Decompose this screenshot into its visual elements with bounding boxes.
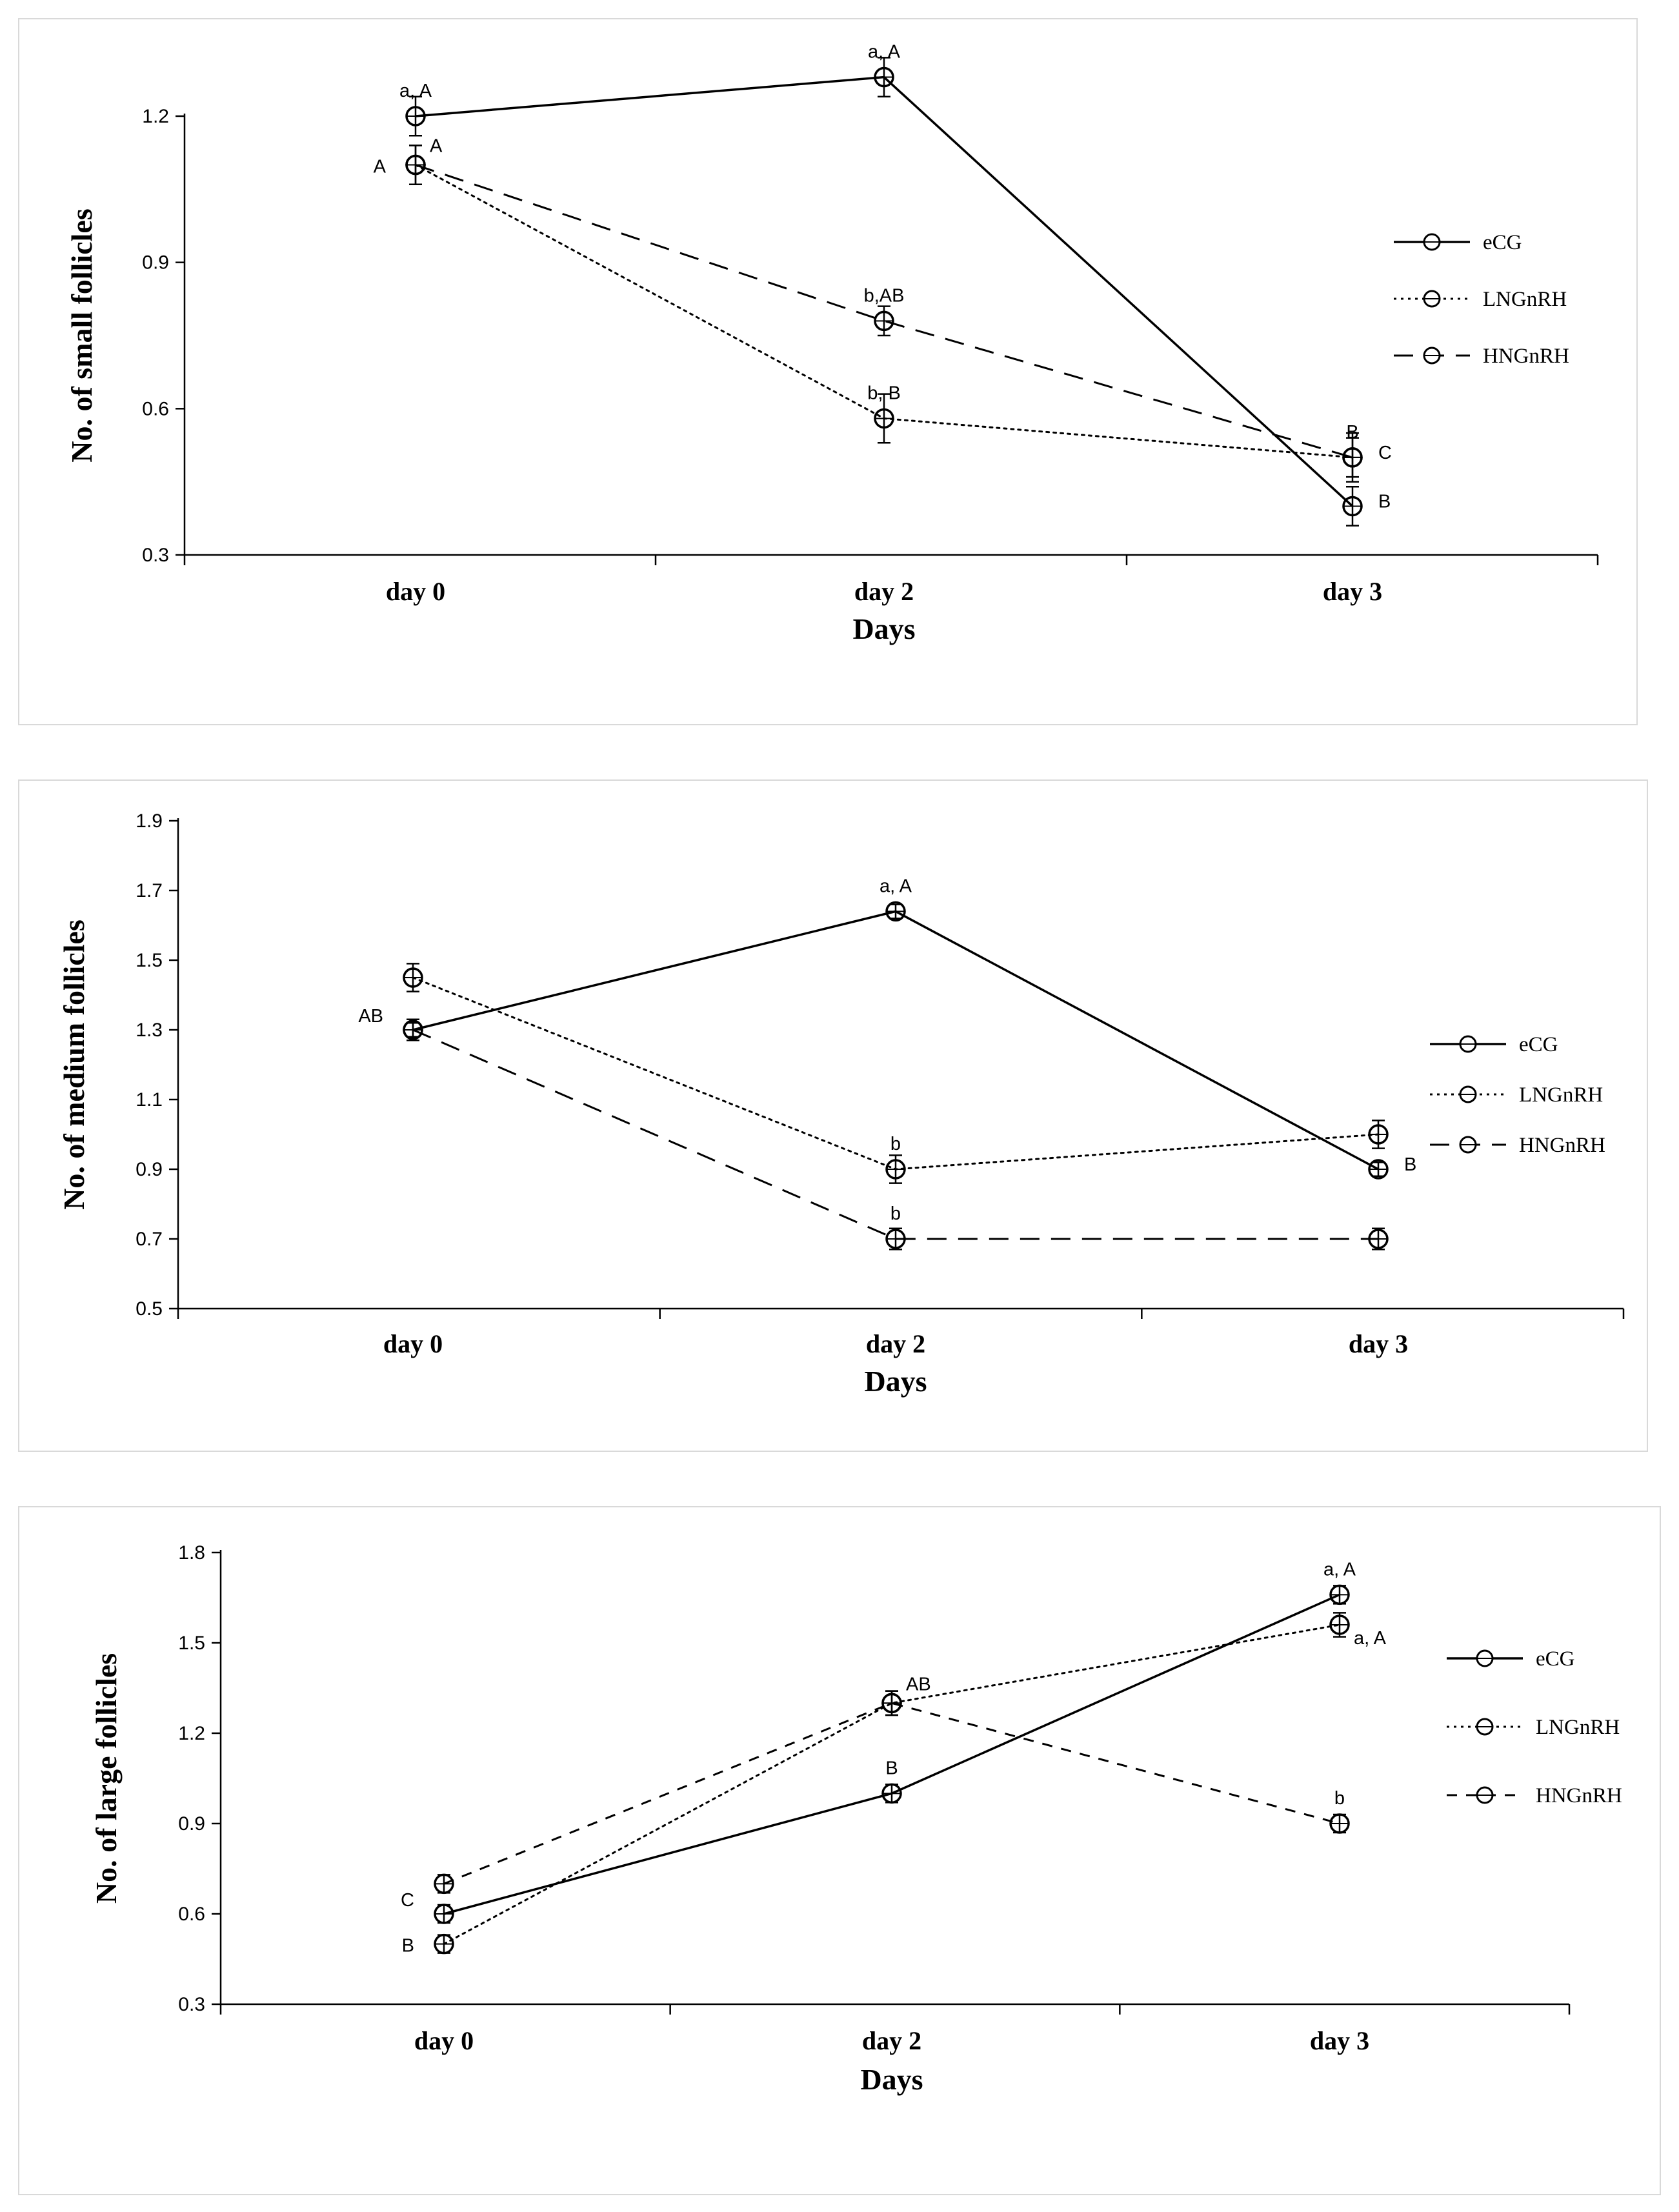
y-tick-label: 0.9: [178, 1813, 205, 1835]
data-label: B: [1378, 491, 1391, 512]
x-axis-title: Days: [864, 1365, 927, 1398]
legend-label-lngnrh: LNGnRH: [1519, 1083, 1603, 1107]
data-label: C: [401, 1890, 414, 1911]
x-tick-label-day-3: day 3: [1323, 577, 1382, 606]
series-line-lngnrh: [443, 1624, 1341, 1946]
legend-label-hngnrh: HNGnRH: [1536, 1784, 1622, 1807]
data-label: a, A: [880, 876, 912, 896]
data-label: b, B: [867, 383, 901, 403]
x-tick-label-day-0: day 0: [386, 577, 445, 606]
data-label: B: [402, 1936, 414, 1956]
series-lngnrh: [434, 1612, 1350, 1955]
x-tick-label-day-0: day 0: [414, 2026, 474, 2055]
y-tick-label: 0.7: [136, 1229, 163, 1250]
legend: eCG LNGnRH HNGnRH: [1394, 231, 1569, 368]
data-label: a, A: [1354, 1628, 1387, 1649]
x-axis-title: Days: [852, 612, 915, 645]
y-tick-label: 0.9: [142, 252, 169, 274]
data-label: A: [374, 157, 387, 177]
y-tick-label: 1.1: [136, 1089, 163, 1111]
data-label: b: [1334, 1788, 1345, 1809]
series-hngnrh: [403, 1018, 1389, 1251]
series-line-hngnrh: [443, 1702, 1340, 1885]
medium-follicles-chart-panel: 0.5 0.7 0.9 1.1 1.3 1.5 1.7 1.9 day 0 day 2 day 3 D…: [18, 779, 1648, 1452]
small-follicles-chart: 0.3 0.6 0.9 1.2 day 0 day 2 day 3 Days No. of sm…: [65, 42, 1599, 645]
data-label: AB: [358, 1006, 383, 1027]
data-label: a, A: [868, 42, 901, 63]
data-label: B: [1404, 1154, 1416, 1175]
x-axis-title: Days: [860, 2063, 923, 2096]
legend-label-ecg: eCG: [1536, 1647, 1575, 1671]
series-hngnrh: [405, 145, 1363, 478]
series-hngnrh: [434, 1690, 1350, 1895]
legend-label-hngnrh: HNGnRH: [1519, 1134, 1605, 1157]
x-tick-label-day-2: day 2: [862, 2026, 921, 2055]
data-label: B: [885, 1758, 898, 1778]
legend: eCG LNGnRH HNGnRH: [1447, 1647, 1622, 1807]
data-label: B: [1346, 422, 1358, 443]
y-tick-label: 1.7: [136, 880, 163, 901]
data-label: a, A: [399, 81, 432, 101]
x-tick-label-day-3: day 3: [1310, 2026, 1369, 2055]
y-tick-label: 1.5: [178, 1633, 205, 1654]
y-tick-label: 0.6: [142, 398, 169, 419]
data-label: a, A: [1323, 1559, 1356, 1580]
legend-label-lngnrh: LNGnRH: [1536, 1716, 1620, 1739]
legend-label-ecg: eCG: [1519, 1033, 1558, 1056]
y-axis-title: No. of medium follicles: [57, 920, 90, 1210]
legend-label-hngnrh: HNGnRH: [1483, 345, 1569, 368]
small-follicles-chart-panel: 0.3 0.6 0.9 1.2 day 0 day 2 day 3 Days No. of sm…: [18, 18, 1638, 725]
legend-label-lngnrh: LNGnRH: [1483, 288, 1567, 311]
y-tick-label: 0.3: [142, 545, 169, 566]
y-tick-label: 1.8: [178, 1542, 205, 1563]
x-tick-label-day-2: day 2: [866, 1329, 925, 1358]
y-axis-title: No. of small follicles: [65, 208, 98, 463]
data-label: AB: [906, 1674, 931, 1694]
series-lngnrh: [403, 963, 1389, 1184]
data-label: C: [1378, 443, 1392, 463]
medium-follicles-chart: 0.5 0.7 0.9 1.1 1.3 1.5 1.7 1.9 day 0 day 2 day 3 D…: [57, 810, 1625, 1398]
data-label: A: [430, 136, 443, 157]
series-line-ecg: [412, 910, 1379, 1171]
large-follicles-chart: 0.3 0.6 0.9 1.2 1.5 1.8 day 0 day 2 day 3 Days No.…: [90, 1542, 1622, 2096]
series-line-hngnrh: [412, 1029, 1378, 1240]
series-line-hngnrh: [415, 164, 1353, 459]
series-line-ecg: [443, 1593, 1340, 1915]
legend-label-ecg: eCG: [1483, 231, 1522, 254]
y-tick-label: 0.6: [178, 1904, 205, 1925]
y-tick-label: 0.3: [178, 1994, 205, 2015]
y-tick-label: 1.9: [136, 810, 163, 832]
y-tick-label: 0.5: [136, 1298, 163, 1320]
y-tick-label: 1.3: [136, 1020, 163, 1041]
x-tick-label-day-2: day 2: [854, 577, 914, 606]
data-label: b: [890, 1203, 901, 1224]
data-label: b,AB: [864, 285, 905, 306]
y-tick-label: 0.9: [136, 1159, 163, 1180]
legend: eCG LNGnRH HNGnRH: [1430, 1033, 1605, 1157]
y-tick-label: 1.2: [142, 106, 169, 127]
y-axis-title: No. of large follicles: [90, 1653, 123, 1904]
x-tick-label-day-3: day 3: [1349, 1329, 1408, 1358]
large-follicles-chart-panel: 0.3 0.6 0.9 1.2 1.5 1.8 day 0 day 2 day 3 Days No.…: [18, 1506, 1661, 2195]
x-tick-label-day-0: day 0: [383, 1329, 443, 1358]
y-tick-label: 1.5: [136, 950, 163, 971]
series-ecg: [405, 57, 1363, 527]
series-ecg: [434, 1584, 1350, 1924]
y-tick-label: 1.2: [178, 1723, 205, 1744]
data-label: b: [890, 1134, 901, 1154]
